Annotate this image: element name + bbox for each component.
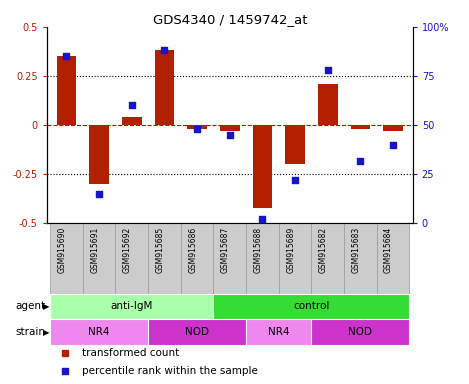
Bar — [50, 294, 213, 319]
Text: NR4: NR4 — [89, 327, 110, 337]
Text: NOD: NOD — [185, 327, 209, 337]
Bar — [220, 125, 240, 131]
Bar — [50, 223, 83, 294]
Point — [291, 177, 299, 183]
Bar — [351, 125, 370, 129]
Text: GSM915686: GSM915686 — [188, 227, 197, 273]
Bar — [155, 50, 174, 125]
Bar — [148, 223, 181, 294]
Text: GSM915688: GSM915688 — [253, 227, 263, 273]
Text: GSM915691: GSM915691 — [90, 227, 99, 273]
Text: control: control — [293, 301, 330, 311]
Text: NOD: NOD — [348, 327, 372, 337]
Text: GSM915692: GSM915692 — [123, 227, 132, 273]
Point — [389, 142, 397, 148]
Text: ▶: ▶ — [43, 328, 50, 337]
Bar — [90, 125, 109, 184]
Bar — [318, 84, 338, 125]
Bar — [253, 125, 272, 208]
Point — [128, 103, 136, 109]
Bar — [115, 223, 148, 294]
Text: anti-IgM: anti-IgM — [111, 301, 153, 311]
Bar — [181, 223, 213, 294]
Text: strain: strain — [15, 327, 45, 337]
Text: NR4: NR4 — [268, 327, 289, 337]
Text: GSM915683: GSM915683 — [351, 227, 361, 273]
Point — [357, 157, 364, 164]
Title: GDS4340 / 1459742_at: GDS4340 / 1459742_at — [152, 13, 307, 26]
Bar — [187, 125, 207, 129]
Point — [259, 217, 266, 223]
Bar — [279, 223, 311, 294]
Point — [324, 67, 332, 73]
Text: transformed count: transformed count — [82, 348, 179, 358]
Bar — [50, 319, 148, 345]
Point — [193, 126, 201, 132]
Bar — [213, 223, 246, 294]
Text: percentile rank within the sample: percentile rank within the sample — [82, 366, 257, 376]
Bar — [377, 223, 409, 294]
Text: GSM915684: GSM915684 — [384, 227, 393, 273]
Text: GSM915682: GSM915682 — [319, 227, 328, 273]
Point — [95, 191, 103, 197]
Bar — [122, 117, 142, 125]
Bar — [213, 294, 409, 319]
Text: GSM915685: GSM915685 — [156, 227, 165, 273]
Bar — [311, 319, 409, 345]
Bar — [148, 319, 246, 345]
Point — [161, 47, 168, 53]
Point — [63, 53, 70, 60]
Bar — [383, 125, 403, 131]
Text: GSM915687: GSM915687 — [221, 227, 230, 273]
Bar — [246, 319, 311, 345]
Point — [226, 132, 234, 138]
Bar — [311, 223, 344, 294]
Bar — [344, 223, 377, 294]
Text: GSM915689: GSM915689 — [286, 227, 295, 273]
Bar — [285, 125, 305, 164]
Text: agent: agent — [15, 301, 45, 311]
Bar — [57, 56, 76, 125]
Text: ▶: ▶ — [43, 302, 50, 311]
Text: GSM915690: GSM915690 — [58, 227, 67, 273]
Bar — [246, 223, 279, 294]
Bar — [83, 223, 115, 294]
